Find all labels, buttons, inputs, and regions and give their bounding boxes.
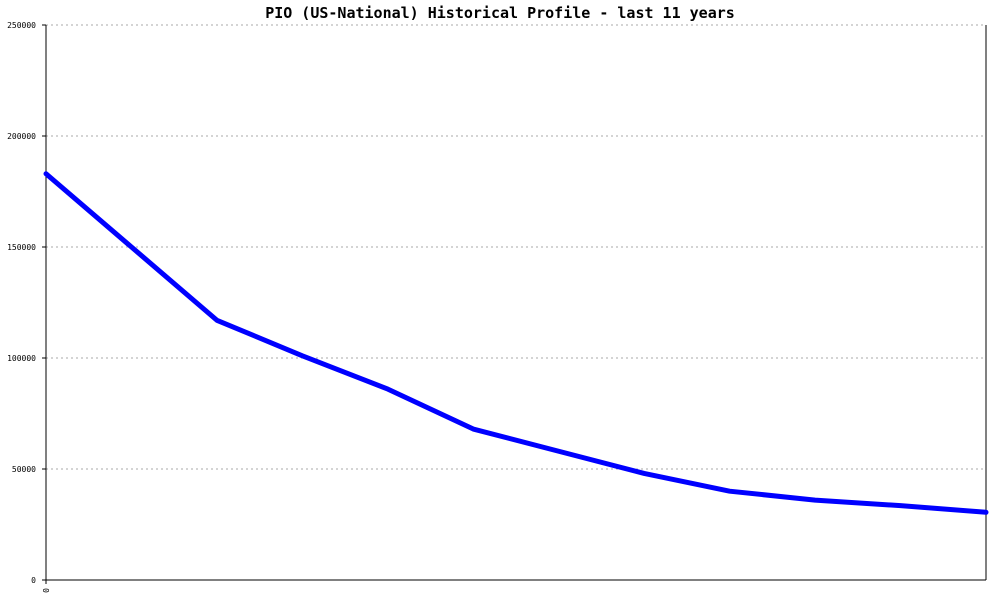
y-tick-label: 150000 — [7, 243, 36, 252]
y-axis-ticks: 0 50000 100000 150000 200000 250000 — [7, 21, 46, 585]
x-axis-ticks: 0 — [42, 580, 51, 593]
y-tick-label: 0 — [31, 576, 36, 585]
y-tick-label: 100000 — [7, 354, 36, 363]
series-group — [43, 171, 989, 515]
series-line — [43, 171, 989, 515]
y-tick-label: 250000 — [7, 21, 36, 30]
x-tick-label: 0 — [42, 588, 51, 593]
chart-title: PIO (US-National) Historical Profile - l… — [265, 4, 735, 22]
y-tick-label: 50000 — [12, 465, 36, 474]
grid — [46, 24, 986, 470]
y-tick-label: 200000 — [7, 132, 36, 141]
